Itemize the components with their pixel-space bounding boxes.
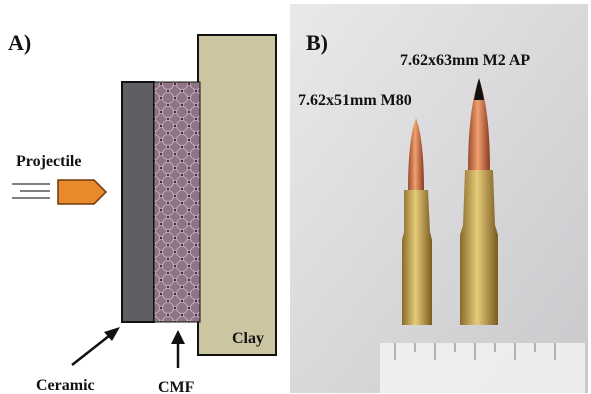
clay-block: [198, 35, 276, 355]
panel-b: B) 7.62x51mm M80 7.62x63mm M2 AP: [290, 4, 588, 393]
ruler: [380, 343, 585, 393]
ceramic-label: Ceramic: [36, 377, 95, 394]
bullet-label: 7.62x51mm M80: [298, 92, 412, 109]
cmf-layer: [154, 82, 200, 322]
cmf-label: CMF: [158, 379, 195, 394]
panel-label: B): [306, 30, 328, 55]
projectile-label: Projectile: [16, 153, 81, 170]
panel-a: A) Projectile Clay Ceramic CMF: [8, 30, 276, 394]
projectile: [58, 180, 106, 204]
motion-lines: [12, 184, 50, 198]
bullet-label: 7.62x63mm M2 AP: [400, 52, 530, 69]
panel-label: A): [8, 30, 31, 55]
ceramic-layer: [122, 82, 154, 322]
arrows: [72, 327, 185, 368]
figure: A) Projectile Clay Ceramic CMF: [0, 0, 591, 394]
clay-label: Clay: [232, 330, 264, 347]
